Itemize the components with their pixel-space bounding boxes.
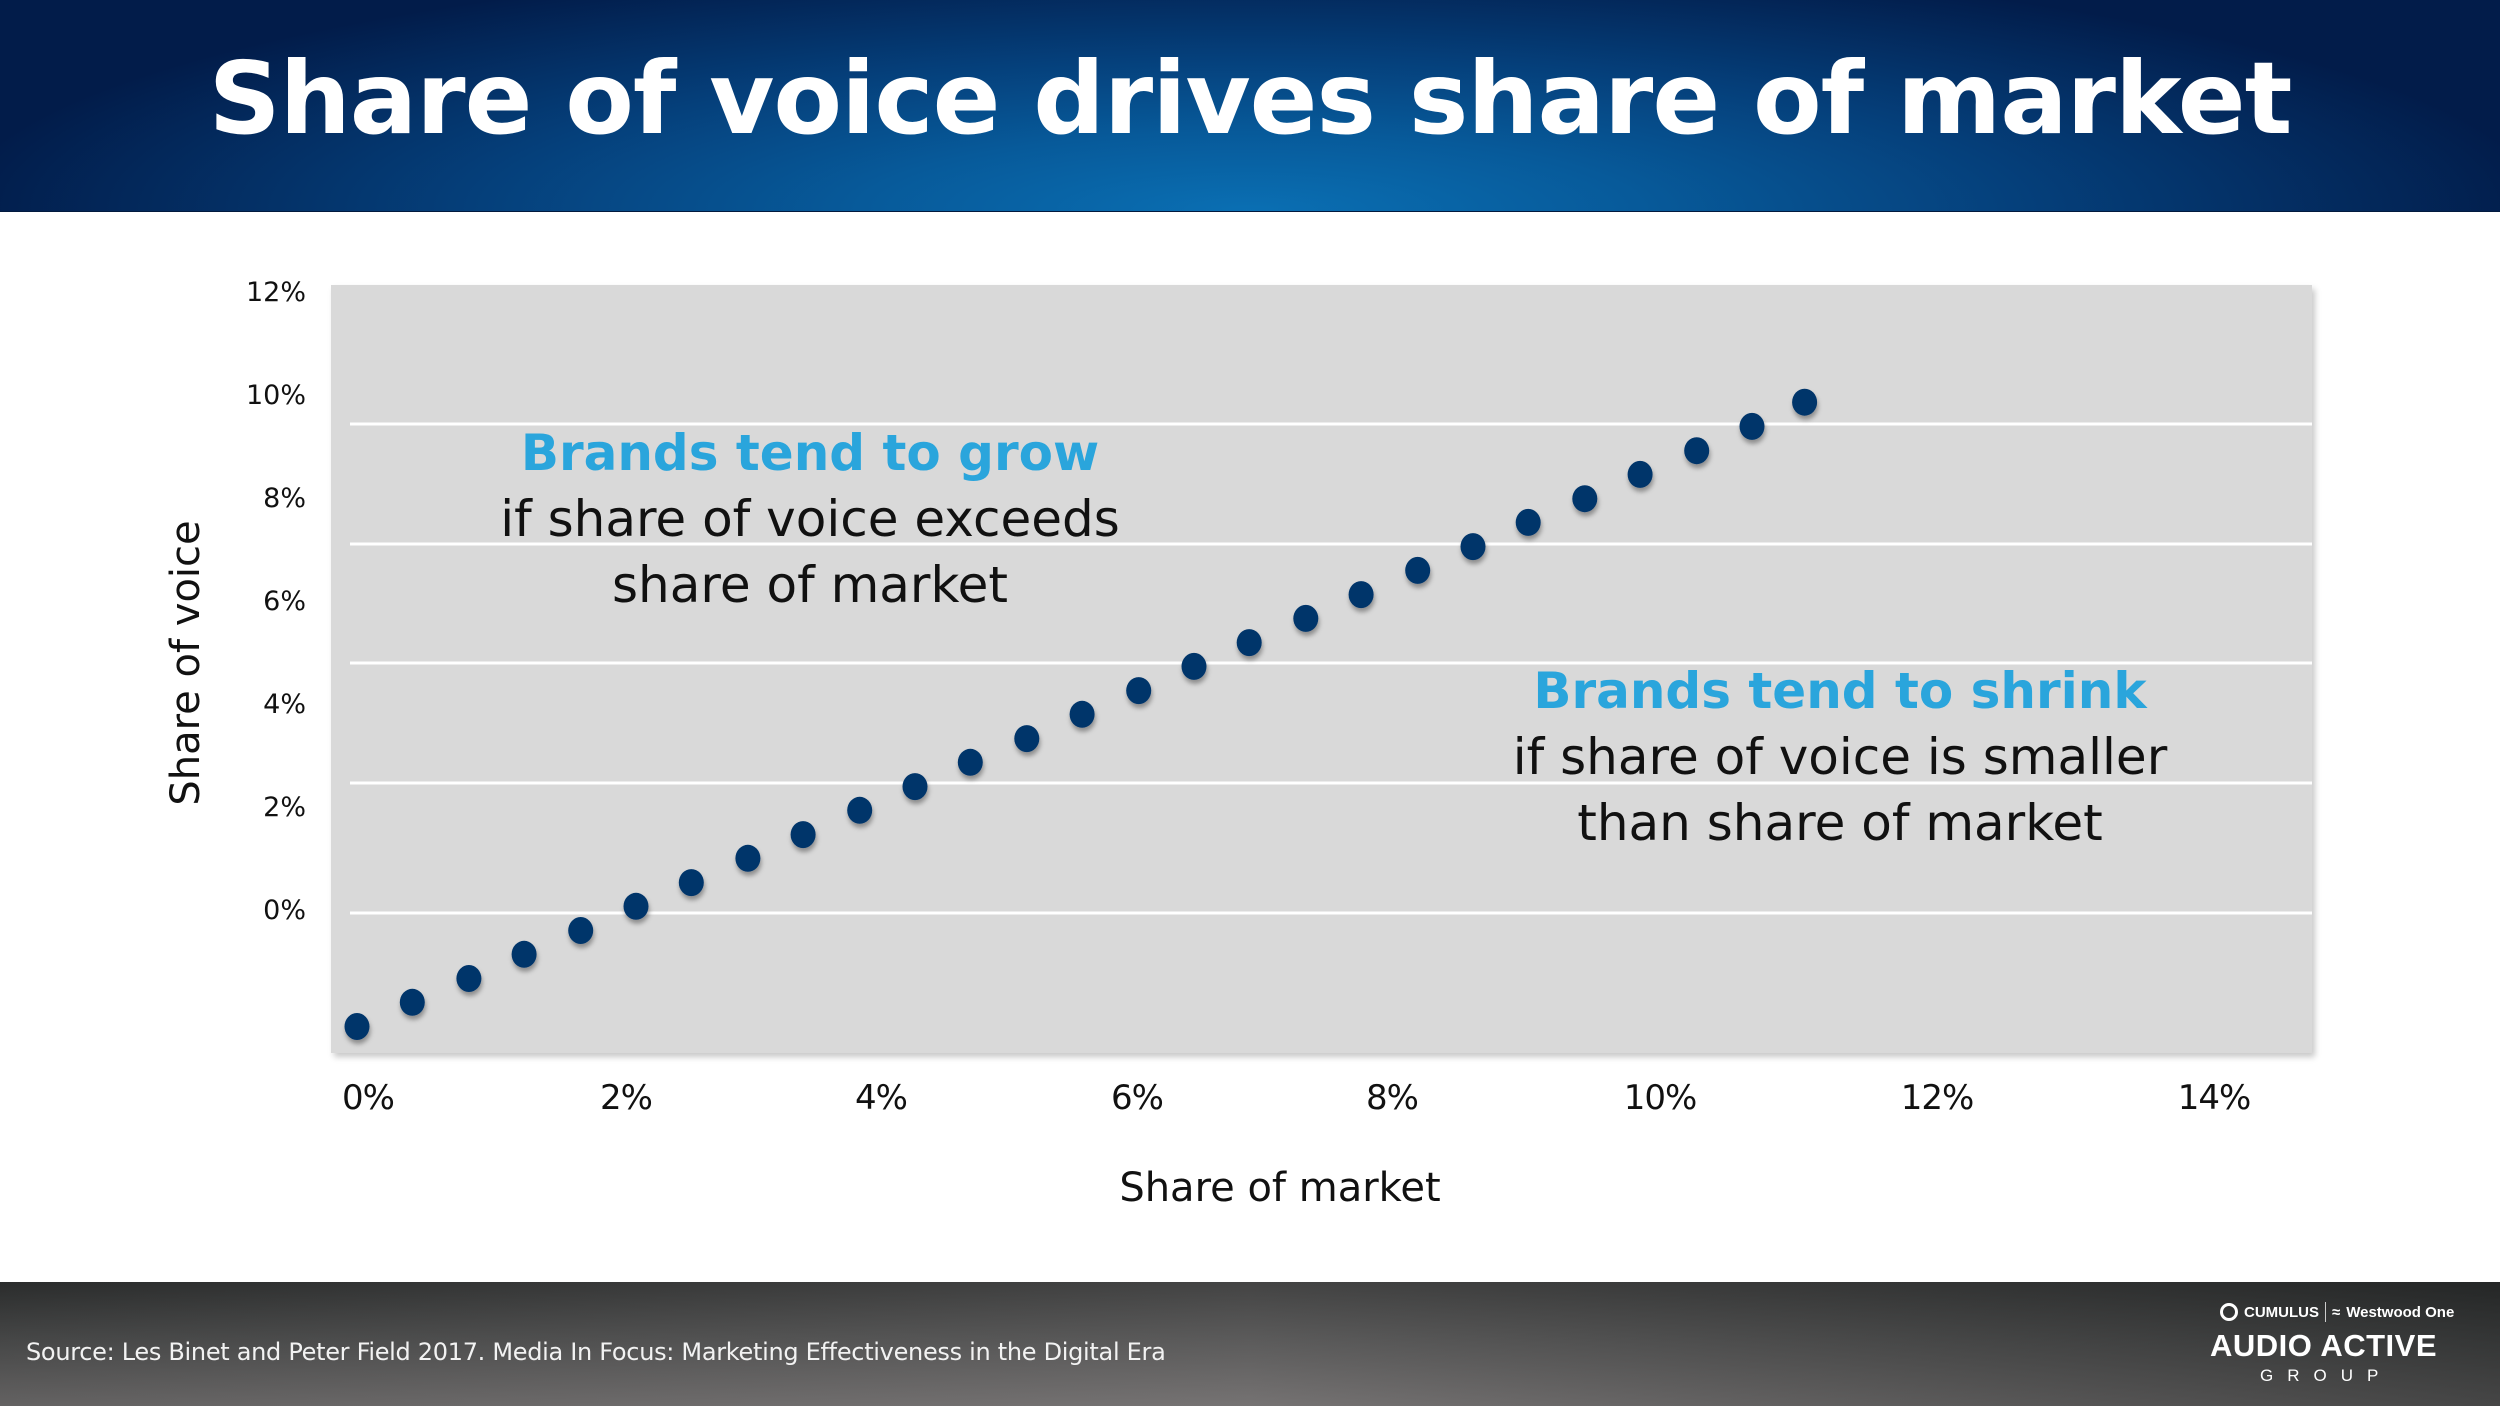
data-point-19	[1405, 556, 1431, 584]
data-point-6	[678, 869, 704, 897]
y-tick-label: 6%	[263, 586, 306, 617]
data-point-2	[456, 965, 482, 992]
data-point-8	[790, 821, 816, 849]
data-point-10	[902, 773, 928, 801]
data-point-13	[1069, 700, 1095, 728]
logo-divider	[2325, 1302, 2326, 1322]
x-axis-label: Share of market	[1119, 1165, 1441, 1211]
data-point-15	[1181, 652, 1207, 680]
annotation-grow-line-2: share of market	[611, 556, 1009, 614]
data-point-22	[1572, 485, 1598, 513]
x-tick-label: 14%	[2177, 1078, 2252, 1118]
annotation-shrink-headline: Brands tend to shrink	[1533, 662, 2147, 720]
data-point-3	[511, 940, 537, 968]
data-point-14	[1126, 677, 1152, 705]
plot-area	[331, 285, 2312, 1053]
annotation-grow: Brands tend to grow if share of voice ex…	[440, 420, 1180, 618]
data-point-5	[623, 892, 649, 920]
title-banner: Share of voice drives share of market	[0, 0, 2500, 212]
x-tick-label: 4%	[855, 1078, 908, 1118]
x-tick-label: 6%	[1111, 1078, 1164, 1118]
annotation-grow-line-1: if share of voice exceeds	[500, 490, 1120, 548]
y-tick-label: 4%	[263, 689, 306, 720]
audio-active-group-logo: CUMULUS ≈ Westwood One AUDIO ACTIVE GROU…	[2200, 1296, 2480, 1396]
partner-logos: CUMULUS ≈ Westwood One	[2220, 1302, 2454, 1322]
y-tick-label: 0%	[263, 895, 306, 926]
x-tick-label: 12%	[1900, 1078, 1975, 1118]
logo-sub-text: GROUP	[2260, 1366, 2393, 1385]
data-point-25	[1739, 412, 1765, 440]
data-point-26	[1792, 388, 1818, 416]
x-tick-label: 0%	[342, 1078, 395, 1118]
y-tick-label: 2%	[263, 792, 306, 823]
cumulus-icon	[2220, 1303, 2238, 1321]
data-point-9	[847, 796, 873, 824]
y-tick-label: 12%	[245, 277, 306, 308]
annotation-shrink-line-1: if share of voice is smaller	[1512, 728, 2168, 786]
data-point-12	[1014, 725, 1040, 753]
y-tick-label: 8%	[263, 483, 306, 514]
data-point-1	[399, 988, 425, 1016]
x-tick-label: 2%	[600, 1078, 653, 1118]
westwood-icon: ≈	[2332, 1303, 2341, 1321]
annotation-grow-headline: Brands tend to grow	[520, 424, 1100, 482]
data-point-24	[1684, 437, 1710, 465]
data-point-7	[735, 844, 761, 872]
data-point-21	[1515, 508, 1541, 536]
data-point-18	[1348, 581, 1374, 609]
cumulus-logo-text: CUMULUS	[2244, 1303, 2319, 1321]
y-tick-label: 10%	[245, 380, 306, 411]
slide-title: Share of voice drives share of market	[208, 40, 2293, 157]
data-point-11	[957, 748, 983, 776]
footer: Source: Les Binet and Peter Field 2017. …	[0, 1282, 2500, 1406]
data-point-17	[1293, 604, 1319, 632]
x-tick-label: 8%	[1366, 1078, 1419, 1118]
x-tick-label: 10%	[1623, 1078, 1698, 1118]
data-point-4	[568, 917, 594, 944]
data-point-23	[1627, 460, 1653, 488]
y-axis-label: Share of voice	[163, 520, 209, 806]
annotation-shrink-line-2: than share of market	[1577, 794, 2103, 852]
source-citation: Source: Les Binet and Peter Field 2017. …	[26, 1338, 1166, 1366]
data-point-16	[1236, 629, 1262, 657]
data-point-0	[344, 1013, 370, 1040]
logo-main-text: AUDIO ACTIVE	[2210, 1328, 2438, 1363]
data-point-20	[1460, 533, 1486, 561]
annotation-shrink: Brands tend to shrink if share of voice …	[1460, 658, 2220, 856]
westwood-logo-text: Westwood One	[2346, 1303, 2455, 1321]
